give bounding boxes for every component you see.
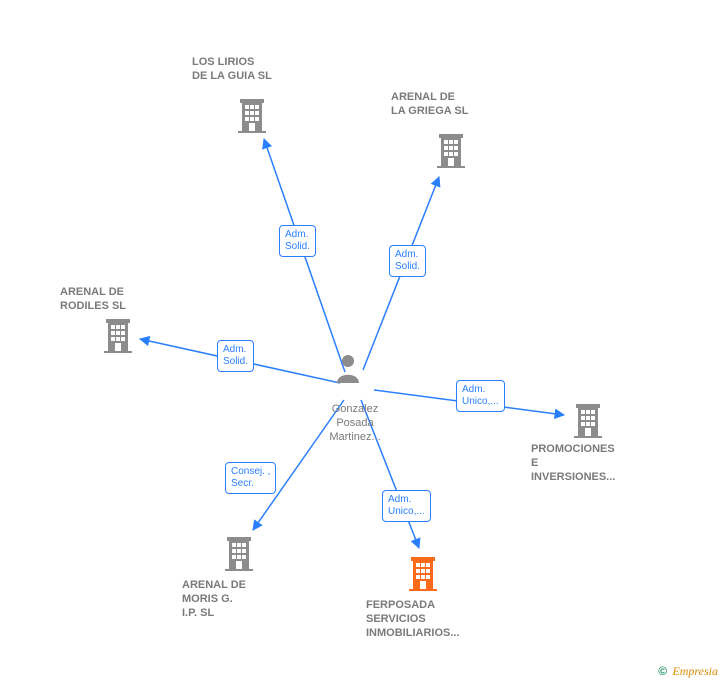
edge-label-los-lirios: Adm. Solid. [279,225,316,257]
company-label-arenal-rodiles: ARENAL DE RODILES SL [60,285,180,313]
building-icon [407,555,439,596]
person-icon [335,353,361,388]
center-node-label: Gonzalez Posada Martinez... [315,402,395,444]
company-node-arenal-griega[interactable] [435,132,467,177]
company-node-arenal-moris[interactable] [223,535,255,580]
center-node-person[interactable] [335,353,361,392]
building-icon [102,317,134,358]
company-label-promociones: PROMOCIONES E INVERSIONES... [531,442,651,484]
company-node-los-lirios[interactable] [236,97,268,142]
edge-label-ferposada: Adm. Unico,... [382,490,431,522]
company-label-los-lirios: LOS LIRIOS DE LA GUIA SL [192,55,312,83]
company-label-arenal-moris: ARENAL DE MORIS G. I.P. SL [182,578,302,620]
company-node-promociones[interactable] [572,402,604,447]
copyright-symbol: © [658,664,667,678]
building-icon [435,132,467,173]
edge-label-promociones: Adm. Unico,... [456,380,505,412]
company-label-ferposada: FERPOSADA SERVICIOS INMOBILIARIOS... [366,598,486,640]
building-icon [223,535,255,576]
company-label-arenal-griega: ARENAL DE LA GRIEGA SL [391,90,511,118]
company-node-ferposada[interactable] [407,555,439,600]
footer-attribution: © Empresia [658,664,718,679]
edge-label-arenal-rodiles: Adm. Solid. [217,340,254,372]
brand-name: Empresia [672,664,718,678]
building-icon [572,402,604,443]
building-icon [236,97,268,138]
edge-label-arenal-griega: Adm. Solid. [389,245,426,277]
company-node-arenal-rodiles[interactable] [102,317,134,362]
edge-label-arenal-moris: Consej. , Secr. [225,462,276,494]
